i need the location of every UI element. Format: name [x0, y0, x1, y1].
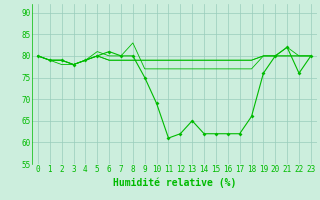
- X-axis label: Humidité relative (%): Humidité relative (%): [113, 177, 236, 188]
